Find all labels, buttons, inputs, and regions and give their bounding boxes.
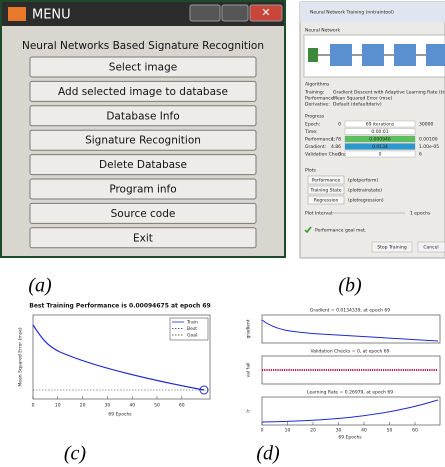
button-label: Select image (109, 62, 177, 74)
x-tick-label: 0 (261, 428, 264, 434)
button-label: Signature Recognition (85, 135, 201, 147)
current-value: 69 iterations (366, 122, 395, 128)
x-tick-label: 20 (310, 428, 316, 434)
plot-title: Best Training Performance is 0.00094675 … (29, 303, 210, 310)
button-hint: (plotperform) (348, 178, 378, 184)
button-label: Regression (314, 198, 339, 204)
row-label: Epoch: (305, 122, 320, 128)
status-text: Performance goal met. (315, 228, 366, 234)
y-axis-label: Mean Squared Error (mse) (18, 327, 24, 386)
target-value: 0.00100 (419, 137, 438, 143)
button-hint: (plottrainstate) (348, 188, 382, 194)
window-title: Neural Network Training (nntraintool) (310, 10, 394, 16)
legend-label: Goal (187, 333, 197, 339)
maximize-button[interactable] (222, 5, 248, 21)
target-value: 6 (419, 152, 422, 158)
current-value: 0.000946 (369, 137, 391, 143)
x-axis-label: 69 Epochs (338, 435, 362, 441)
section-heading: Neural Network (305, 28, 340, 34)
current-value: 0 (379, 152, 382, 158)
row-value: Mean Squared Error (mse) (333, 96, 392, 102)
button-label: Cancel (423, 245, 438, 251)
subplot-title: Learning Rate = 0.26979, at epoch 69 (307, 390, 393, 396)
button-label: Training State (309, 188, 341, 194)
button-label: Performance (312, 178, 341, 184)
x-tick-label: 10 (285, 428, 291, 434)
x-tick-label: 40 (129, 403, 135, 409)
subplot-title: Validation Checks = 0, at epoch 69 (310, 349, 389, 355)
x-tick-label: 30 (336, 428, 342, 434)
y-axis-label: lr (246, 409, 252, 412)
y-axis-label: val fail (246, 363, 252, 378)
button-label: Source code (111, 208, 176, 220)
start-value: 4.86 (331, 144, 341, 150)
section-heading: Plots (305, 168, 316, 174)
button-label: Stop Training (377, 245, 407, 251)
caption: (a) (28, 275, 52, 297)
x-tick-label: 30 (105, 403, 111, 409)
target-value: 30000 (419, 122, 433, 128)
figure: MENU ✕ Neural Networks Based Signature R… (0, 0, 445, 467)
x-tick-label: 0 (32, 403, 35, 409)
current-value: 0:00:01 (371, 129, 388, 135)
row-label: Performance: (305, 96, 335, 102)
x-tick-label: 60 (412, 428, 418, 434)
target-value: 1.00e-05 (419, 144, 439, 150)
start-value: 0 (338, 152, 341, 158)
training-state-plots: Gradient = 0.0134339, at epoch 69 gradien… (246, 308, 441, 434)
row-value: Gradient Descent with Adaptive Learning … (333, 90, 445, 96)
row-value: Default (defaultderiv) (333, 102, 382, 108)
subplot-area (262, 397, 440, 425)
row-label: Derivative: (305, 102, 330, 108)
legend-label: Train (186, 320, 198, 326)
row-label: Training: (304, 90, 324, 96)
minimize-button[interactable] (190, 5, 220, 21)
current-value: 0.0134 (372, 144, 388, 150)
row-label: Time: (304, 129, 318, 135)
button-hint: (plotregression) (348, 198, 384, 204)
x-tick-label: 10 (55, 403, 61, 409)
menu-heading: Neural Networks Based Signature Recognit… (22, 40, 264, 52)
button-label: Database Info (106, 110, 179, 122)
close-icon: ✕ (261, 6, 270, 19)
x-tick-label: 40 (361, 428, 367, 434)
interval-value: 1 epochs (410, 211, 431, 217)
y-axis-label: gradient (246, 319, 252, 338)
app-icon (8, 7, 26, 21)
caption: (b) (338, 275, 362, 297)
x-axis-label: 69 Epochs (108, 412, 132, 418)
x-tick-label: 20 (80, 403, 86, 409)
x-tick-label: 50 (387, 428, 393, 434)
subplot-title: Gradient = 0.0134339, at epoch 69 (310, 308, 390, 314)
start-value: 1.78 (331, 137, 341, 143)
button-label: Program info (109, 184, 176, 196)
section-heading: Algorithms (305, 82, 330, 88)
button-label: Add selected image to database (58, 86, 228, 98)
x-tick-label: 50 (154, 403, 160, 409)
section-heading: Progress (305, 114, 325, 120)
button-label: Delete Database (99, 159, 187, 171)
row-label: Gradient: (305, 144, 326, 150)
interval-label: Plot Interval: (305, 211, 334, 217)
caption: (c) (64, 443, 87, 465)
x-tick-label: 60 (179, 403, 185, 409)
subplot-area (262, 315, 440, 343)
caption: (d) (256, 443, 280, 465)
start-value: 0 (338, 122, 341, 128)
button-label: Exit (133, 232, 153, 244)
legend-label: Best (187, 326, 197, 332)
window-title: MENU (32, 8, 71, 23)
